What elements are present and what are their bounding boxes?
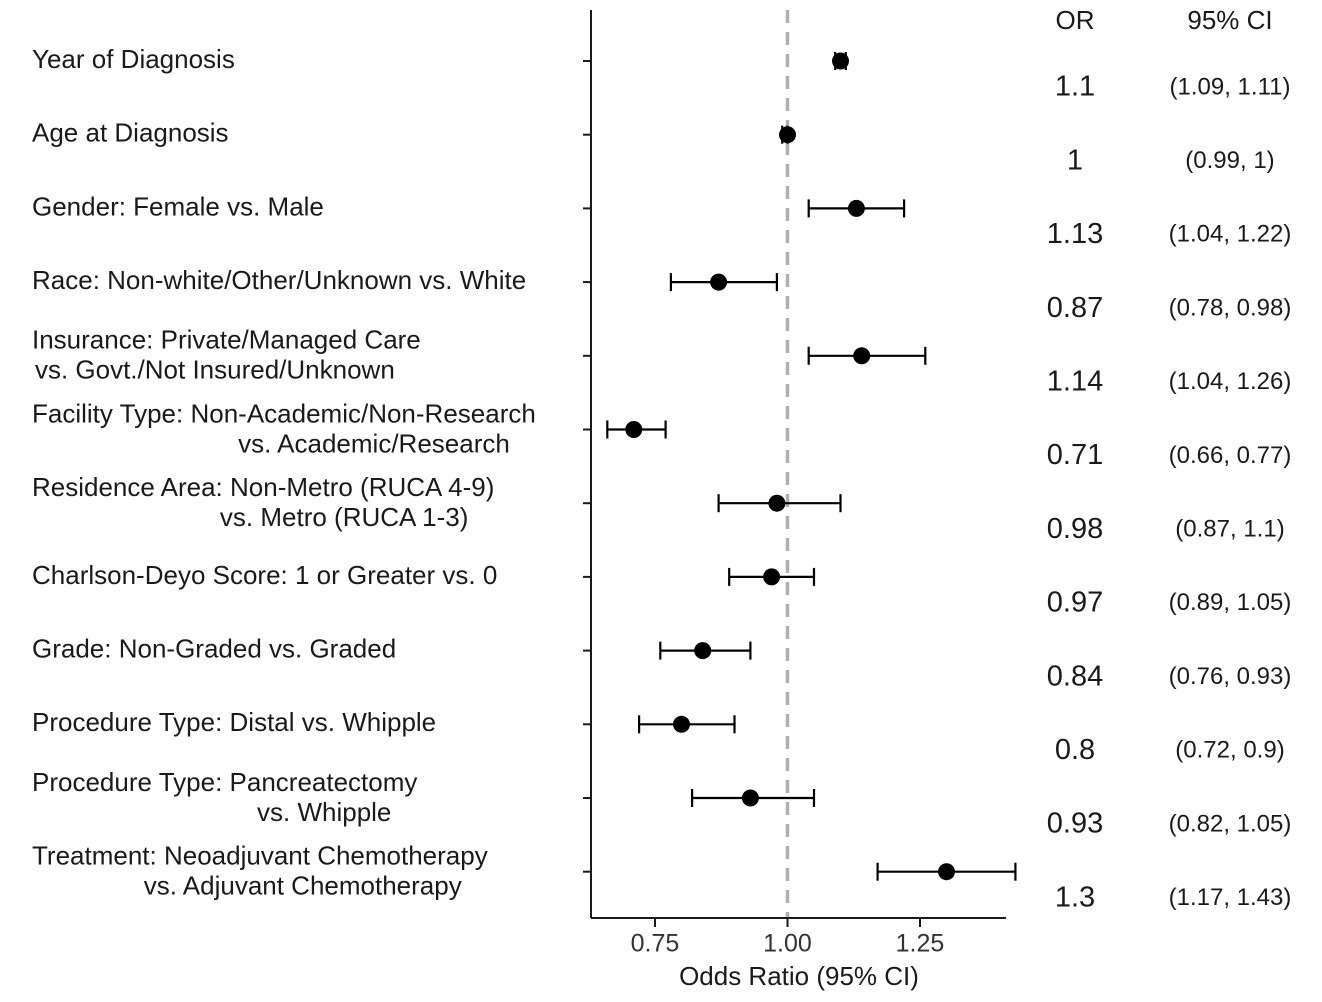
or-point <box>853 347 871 365</box>
or-value: 0.97 <box>1047 587 1103 619</box>
ci-value: (0.82, 1.05) <box>1169 810 1292 837</box>
or-value: 1.14 <box>1047 365 1103 397</box>
or-value: 0.93 <box>1047 808 1103 840</box>
or-value: 0.71 <box>1047 439 1103 471</box>
or-value: 1.1 <box>1055 71 1095 103</box>
or-point <box>741 789 759 807</box>
ci-column-header: 95% CI <box>1187 5 1272 35</box>
or-value: 0.87 <box>1047 292 1103 324</box>
ci-value: (1.04, 1.22) <box>1169 221 1292 248</box>
x-tick-label: 0.75 <box>631 930 680 958</box>
or-point <box>847 199 865 217</box>
ci-value: (0.66, 0.77) <box>1169 442 1292 469</box>
or-point <box>710 273 728 291</box>
or-point <box>768 494 786 512</box>
or-point <box>832 52 849 70</box>
ci-value: (1.04, 1.26) <box>1169 368 1292 395</box>
or-value: 1.13 <box>1047 218 1103 250</box>
or-point <box>779 126 796 144</box>
or-value: 1 <box>1067 144 1083 176</box>
ci-value: (0.76, 0.93) <box>1169 663 1292 690</box>
ci-value: (0.89, 1.05) <box>1169 589 1292 616</box>
row-label-continuation: vs. Whipple <box>257 797 391 827</box>
row-label: Procedure Type: Distal vs. Whipple <box>32 707 436 737</box>
row-label: Residence Area: Non-Metro (RUCA 4-9) <box>32 472 494 502</box>
or-value: 0.8 <box>1055 734 1095 766</box>
row-label-continuation: vs. Govt./Not Insured/Unknown <box>35 355 395 385</box>
row-label: Procedure Type: Pancreatectomy <box>32 767 417 797</box>
row-label: Grade: Non-Graded vs. Graded <box>32 633 396 663</box>
x-tick-label: 1.25 <box>896 930 945 958</box>
row-label: Race: Non-white/Other/Unknown vs. White <box>32 265 526 295</box>
ci-value: (0.72, 0.9) <box>1175 737 1284 764</box>
ci-value: (0.99, 1) <box>1185 147 1274 174</box>
ci-value: (0.87, 1.1) <box>1175 516 1284 543</box>
or-value: 0.98 <box>1047 513 1103 545</box>
or-point <box>694 642 712 660</box>
or-column-header: OR <box>1056 5 1095 35</box>
row-label-continuation: vs. Academic/Research <box>238 428 510 458</box>
x-axis-title: Odds Ratio (95% CI) <box>679 961 919 991</box>
row-label: Charlson-Deyo Score: 1 or Greater vs. 0 <box>32 560 497 590</box>
or-point <box>763 568 781 586</box>
or-point <box>625 421 643 438</box>
or-value: 1.3 <box>1055 881 1095 913</box>
or-point <box>938 863 955 881</box>
ci-value: (0.78, 0.98) <box>1169 294 1292 321</box>
ci-value: (1.17, 1.43) <box>1169 884 1292 911</box>
row-label: Insurance: Private/Managed Care <box>32 325 421 355</box>
row-label: Age at Diagnosis <box>32 118 229 148</box>
or-value: 0.84 <box>1047 660 1103 692</box>
x-tick-label: 1.00 <box>763 930 812 958</box>
row-label-continuation: vs. Adjuvant Chemotherapy <box>144 871 462 901</box>
ci-value: (1.09, 1.11) <box>1170 73 1291 100</box>
row-label-continuation: vs. Metro (RUCA 1-3) <box>220 502 469 532</box>
or-point <box>673 715 690 733</box>
row-label: Treatment: Neoadjuvant Chemotherapy <box>32 841 488 871</box>
row-label: Year of Diagnosis <box>32 44 235 74</box>
row-label: Facility Type: Non-Academic/Non-Research <box>32 398 536 428</box>
row-label: Gender: Female vs. Male <box>32 191 324 221</box>
